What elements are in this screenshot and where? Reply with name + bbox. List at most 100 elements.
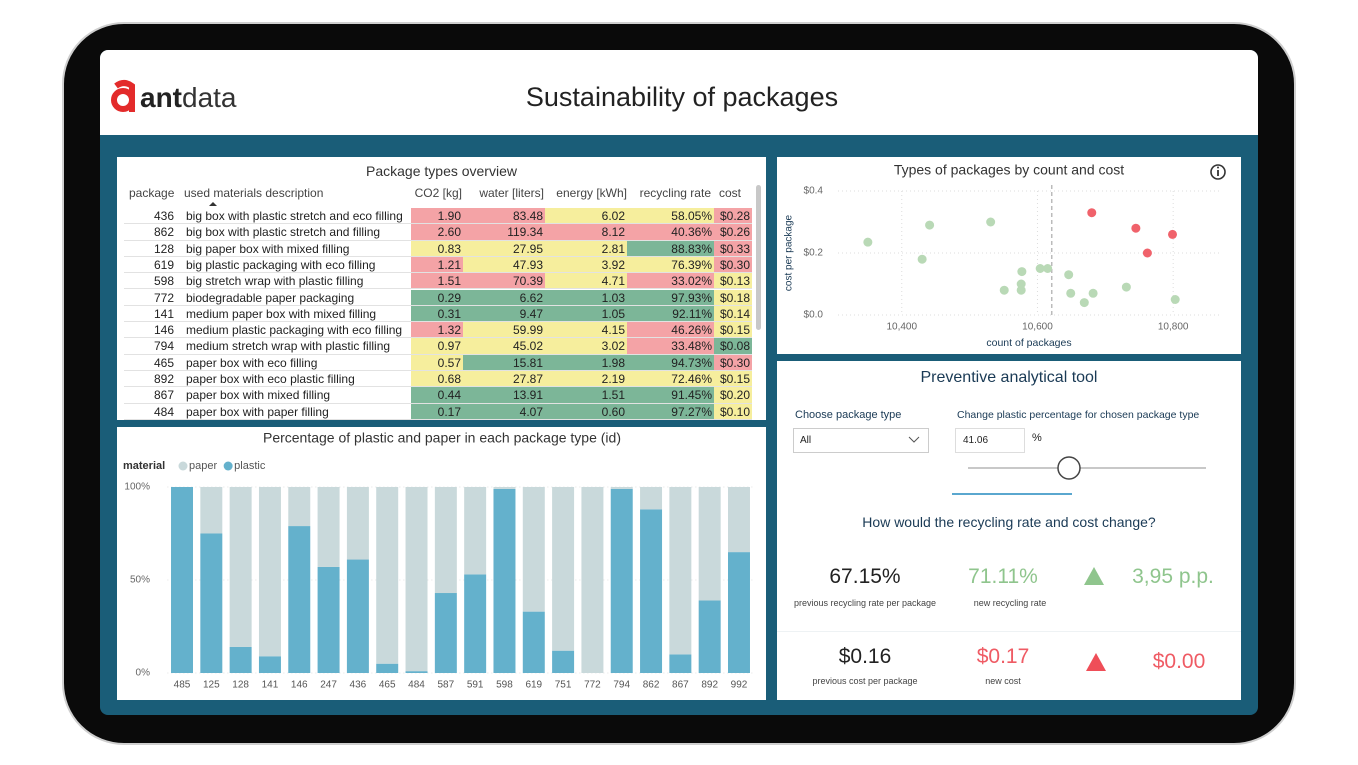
point (1035, 264, 1045, 273)
table-cell: 1.32 (411, 322, 463, 338)
x-tick-label: 146 (291, 680, 308, 691)
header-bar (100, 50, 1258, 135)
page-title: Sustainability of packages (525, 82, 839, 112)
column-header: cost (718, 186, 741, 200)
table-title: Package types overview (366, 163, 517, 179)
x-tick-label: 992 (731, 680, 748, 691)
bar-segment (434, 487, 457, 594)
point (1017, 267, 1027, 277)
point (1066, 288, 1076, 298)
table-panel: Package types overview package used mater… (117, 157, 766, 420)
table-cell: $0.18 (714, 289, 752, 305)
bar-segment (200, 487, 223, 534)
table-cell: 0.97 (411, 338, 463, 354)
input-value: 41.06 (963, 435, 989, 446)
table-row (124, 208, 752, 225)
bar-segment (405, 487, 428, 672)
plastic-input[interactable]: 41.06 (955, 428, 1025, 453)
table-cell: 2.60 (411, 224, 463, 240)
kpi-change: $0.00 (1152, 650, 1206, 673)
x-tick-label: 128 (232, 680, 249, 691)
tool-panel (777, 361, 1241, 700)
table-cell: 72.46% (627, 371, 714, 387)
logo-stroke (114, 80, 135, 112)
point (999, 285, 1009, 295)
slider-thumb[interactable] (1057, 456, 1081, 480)
table-cell: 88.83% (627, 240, 714, 256)
table-cell: 862 (153, 225, 174, 240)
scatter-chart: Types of packages by count and cost $0.0… (784, 162, 1226, 349)
kpi-value: $0.17 (976, 645, 1030, 668)
table-row (124, 273, 752, 290)
sort-arrow (209, 202, 217, 206)
legend-title: material (123, 460, 165, 472)
tool-title: Preventive analytical tool (920, 369, 1098, 386)
table-row (124, 387, 752, 404)
table-cell: medium paper box with mixed filling (186, 306, 377, 321)
triangle (1086, 653, 1106, 671)
x-tick-label: 794 (613, 680, 630, 691)
y-tick-label: 0% (136, 668, 151, 679)
up-arrow-green (1084, 567, 1104, 585)
logo-ant: ant (140, 82, 182, 113)
column-header: recycling rate (639, 186, 711, 200)
y-tick-label: 50% (130, 575, 150, 586)
table-cell: 8.12 (545, 224, 627, 240)
question: How would the recycling rate and cost ch… (862, 514, 1156, 530)
column-header: energy [kWh] (556, 186, 627, 200)
table-cell: 15.81 (463, 354, 545, 370)
bar-segment (258, 487, 281, 657)
point (1170, 295, 1180, 304)
input-unit: % (1032, 432, 1042, 444)
x-tick-label: 485 (174, 680, 191, 691)
table-cell: 2.81 (545, 240, 627, 256)
table-cell: $0.15 (714, 371, 752, 387)
table-row (124, 404, 752, 420)
table-cell: 3.92 (545, 256, 627, 273)
table-cell: 772 (153, 290, 174, 305)
table-cell: 1.21 (411, 256, 463, 273)
table-cell: $0.14 (714, 305, 752, 322)
logo-data: data (182, 82, 237, 113)
bar-segment (698, 600, 721, 673)
kpi-change: 3,95 p.p. (1132, 565, 1214, 588)
table-cell: 58.05% (627, 208, 714, 224)
info-icon[interactable] (1210, 164, 1226, 180)
table-cell: 867 (153, 388, 174, 403)
slider[interactable] (950, 450, 1215, 500)
table-cell: $0.20 (714, 387, 752, 403)
bar-segment (669, 654, 692, 673)
legend-swatch (223, 461, 233, 471)
table-cell: 97.27% (627, 403, 714, 419)
table-cell: 40.36% (627, 224, 714, 240)
bar-segment (200, 533, 223, 673)
table-cell: big box with plastic stretch and filling (186, 225, 381, 240)
table-cell: 94.73% (627, 354, 714, 370)
point (1043, 264, 1053, 273)
table-cell: 33.48% (627, 338, 714, 354)
point (1064, 270, 1074, 280)
table-cell: 0.44 (411, 387, 463, 403)
x-axis-title: count of packages (986, 337, 1071, 349)
bar-segment (581, 487, 604, 673)
table-cell: big plastic packaging with eco filling (186, 257, 376, 272)
package-dropdown[interactable]: All (793, 428, 929, 453)
bar-segment (610, 487, 633, 489)
bar-segment (522, 611, 545, 673)
bar-segment (346, 559, 369, 673)
point (1079, 298, 1089, 308)
point (917, 254, 927, 264)
x-tick-label: 436 (350, 680, 367, 691)
table-cell: big stretch wrap with plastic filling (186, 274, 364, 289)
table-cell: 0.68 (411, 371, 463, 387)
table-row (124, 224, 752, 241)
chevron-shape (908, 436, 920, 443)
column-header: package (129, 186, 175, 200)
table-row (124, 355, 752, 371)
legend-swatch (178, 461, 188, 471)
bar-segment (317, 487, 340, 567)
table-cell: 119.34 (463, 224, 545, 240)
table-cell: 97.93% (627, 289, 714, 305)
table-row (124, 241, 752, 257)
sort-arrow-shape (209, 202, 217, 206)
